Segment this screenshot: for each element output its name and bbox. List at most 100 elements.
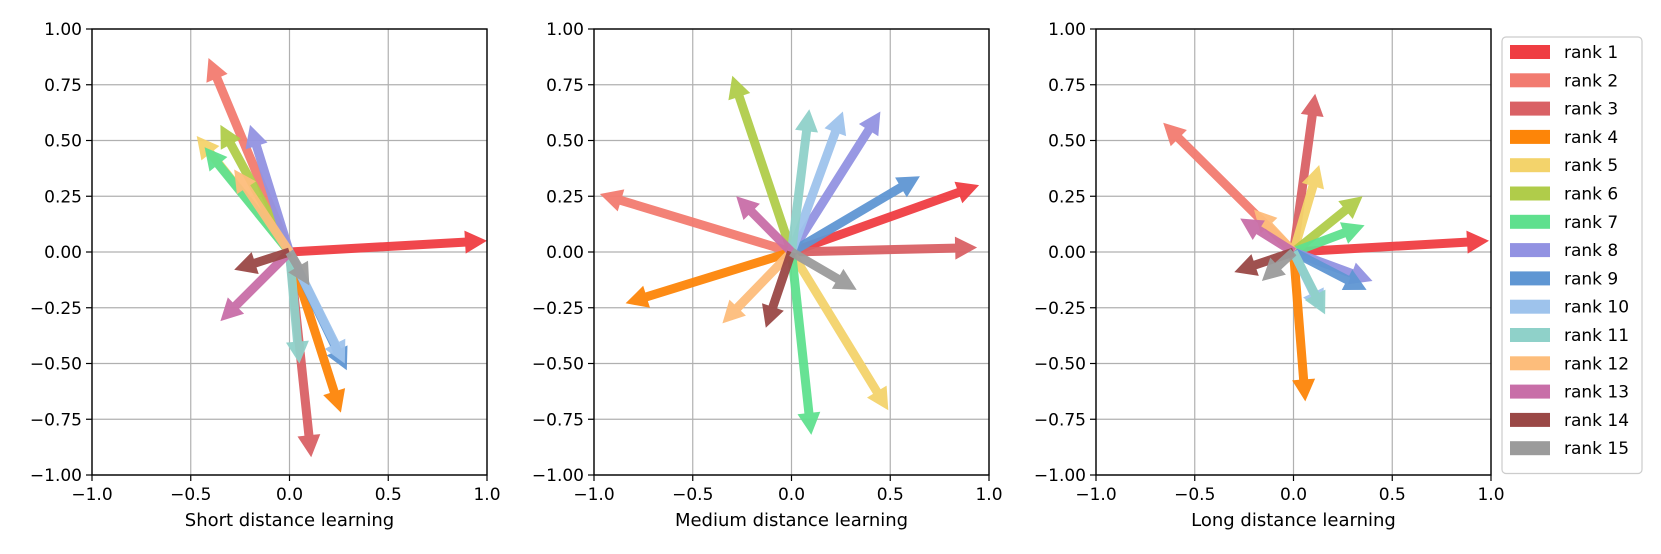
legend-swatch: [1510, 129, 1550, 144]
x-axis-label: Short distance learning: [185, 510, 394, 531]
legend-swatch: [1510, 271, 1550, 286]
y-tick-label: −0.25: [1034, 299, 1086, 319]
legend-swatch: [1510, 243, 1550, 258]
legend-label: rank 14: [1564, 411, 1629, 431]
legend-label: rank 5: [1564, 156, 1618, 176]
y-tick-label: 0.00: [44, 243, 82, 263]
legend: rank 1 rank 2 rank 3 rank 4 rank 5 rank 6 rank…: [1501, 36, 1643, 475]
y-tick-label: −1.00: [532, 466, 584, 486]
legend-swatch: [1510, 158, 1550, 173]
arrow-rank-7: [787, 251, 821, 435]
y-tick-label: 0.25: [44, 187, 82, 207]
x-tick-label: 0.5: [877, 485, 904, 505]
arrow-rank-11: [1289, 250, 1326, 315]
legend-label: rank 6: [1564, 185, 1618, 205]
arrow-rank-15: [285, 249, 310, 286]
y-tick-label: −0.25: [30, 299, 82, 319]
y-tick-label: 0.50: [546, 132, 584, 152]
y-tick-label: 0.75: [546, 76, 584, 96]
arrow-rank-1: [289, 230, 487, 257]
x-tick-label: 0.5: [375, 485, 402, 505]
y-tick-label: −0.50: [532, 355, 584, 375]
arrow-rank-3: [1289, 93, 1324, 253]
y-tick-label: 0.75: [1048, 76, 1086, 96]
x-tick-label: −0.5: [672, 485, 713, 505]
arrow-rank-8: [787, 111, 881, 255]
arrow-rank-14: [1234, 247, 1295, 276]
legend-label: rank 2: [1564, 71, 1618, 91]
arrow-rank-3: [791, 236, 978, 260]
arrow-rank-12: [722, 248, 795, 324]
legend-label: rank 10: [1564, 298, 1629, 318]
arrow-rank-14: [234, 247, 291, 274]
legend-swatch: [1510, 101, 1550, 116]
y-tick-label: −0.75: [30, 410, 82, 430]
y-tick-label: 0.00: [546, 243, 584, 263]
arrow-rank-5: [1289, 165, 1324, 254]
arrow-rank-7: [1291, 222, 1365, 257]
x-tick-label: 0.0: [778, 485, 805, 505]
y-tick-label: 1.00: [546, 20, 584, 40]
y-tick-label: 0.25: [1048, 187, 1086, 207]
axes-frame: [1095, 28, 1492, 476]
y-tick-label: −0.50: [30, 355, 82, 375]
arrow-rank-14: [762, 250, 796, 328]
chart-panel-3: −1.0 −0.5 0.0 0.5 1.0 −1.00 −0.75 −0.50 −0.25 0.0…: [1034, 20, 1505, 531]
arrow-rank-1: [1293, 230, 1489, 257]
legend-swatch: [1510, 299, 1550, 314]
y-tick-label: −1.00: [30, 466, 82, 486]
legend-swatch: [1510, 73, 1550, 88]
y-tick-label: 0.00: [1048, 243, 1086, 263]
legend-label: rank 15: [1564, 439, 1629, 459]
x-axis-label: Long distance learning: [1191, 510, 1396, 531]
legend-swatch: [1510, 45, 1550, 59]
arrow-rank-4: [625, 247, 793, 308]
y-tick-label: −1.00: [1034, 466, 1086, 486]
x-tick-label: 0.0: [276, 485, 303, 505]
arrow-rank-10: [787, 111, 847, 254]
x-tick-label: −1.0: [71, 485, 112, 505]
legend-swatch: [1510, 186, 1550, 201]
chart-panel-2: −1.0 −0.5 0.0 0.5 1.0 −1.00 −0.75 −0.50 −0.25 0.0…: [532, 20, 1003, 531]
arrow-rank-12: [234, 169, 294, 255]
legend-label: rank 3: [1564, 100, 1618, 120]
arrow-rank-11: [787, 109, 818, 253]
legend-swatch: [1510, 384, 1550, 399]
axes-frame: [91, 28, 488, 476]
x-tick-label: −1.0: [573, 485, 614, 505]
legend-label: rank 12: [1564, 354, 1629, 374]
legend-label: rank 7: [1564, 213, 1618, 233]
arrow-rank-5: [787, 249, 889, 411]
legend-label: rank 13: [1564, 383, 1629, 403]
legend-label: rank 11: [1564, 326, 1629, 346]
legend-label: rank 9: [1564, 269, 1618, 289]
legend-swatch: [1510, 356, 1550, 371]
legend-swatch: [1510, 412, 1550, 427]
arrow-rank-6: [220, 124, 294, 255]
y-tick-label: 0.50: [1048, 132, 1086, 152]
arrow-rank-13: [220, 248, 293, 322]
chart-panels: −1.0 −0.5 0.0 0.5 1.0 −1.00 −0.75 −0.50 −0.25 0.0…: [30, 20, 1505, 531]
arrow-rank-11: [285, 251, 309, 364]
x-tick-label: −0.5: [170, 485, 211, 505]
arrow-rank-6: [1290, 196, 1363, 256]
x-tick-label: 1.0: [1477, 485, 1504, 505]
arrow-rank-9: [789, 176, 920, 256]
chart-panel-1: −1.0 −0.5 0.0 0.5 1.0 −1.00 −0.75 −0.50 −0.25 0.0…: [30, 20, 501, 531]
arrow-rank-9: [1291, 248, 1367, 290]
x-tick-label: −0.5: [1174, 485, 1215, 505]
y-tick-label: 0.50: [44, 132, 82, 152]
x-tick-label: 0.0: [1280, 485, 1307, 505]
y-tick-label: 1.00: [44, 20, 82, 40]
x-tick-label: −1.0: [1075, 485, 1116, 505]
y-tick-label: 0.25: [546, 187, 584, 207]
y-tick-label: −0.25: [532, 299, 584, 319]
y-tick-label: −0.75: [532, 410, 584, 430]
x-tick-label: 0.5: [1379, 485, 1406, 505]
arrow-rank-4: [1289, 251, 1316, 402]
arrow-rank-13: [1240, 218, 1296, 256]
x-axis-label: Medium distance learning: [675, 510, 908, 531]
y-tick-label: −0.75: [1034, 410, 1086, 430]
arrow-rank-2: [599, 189, 793, 257]
